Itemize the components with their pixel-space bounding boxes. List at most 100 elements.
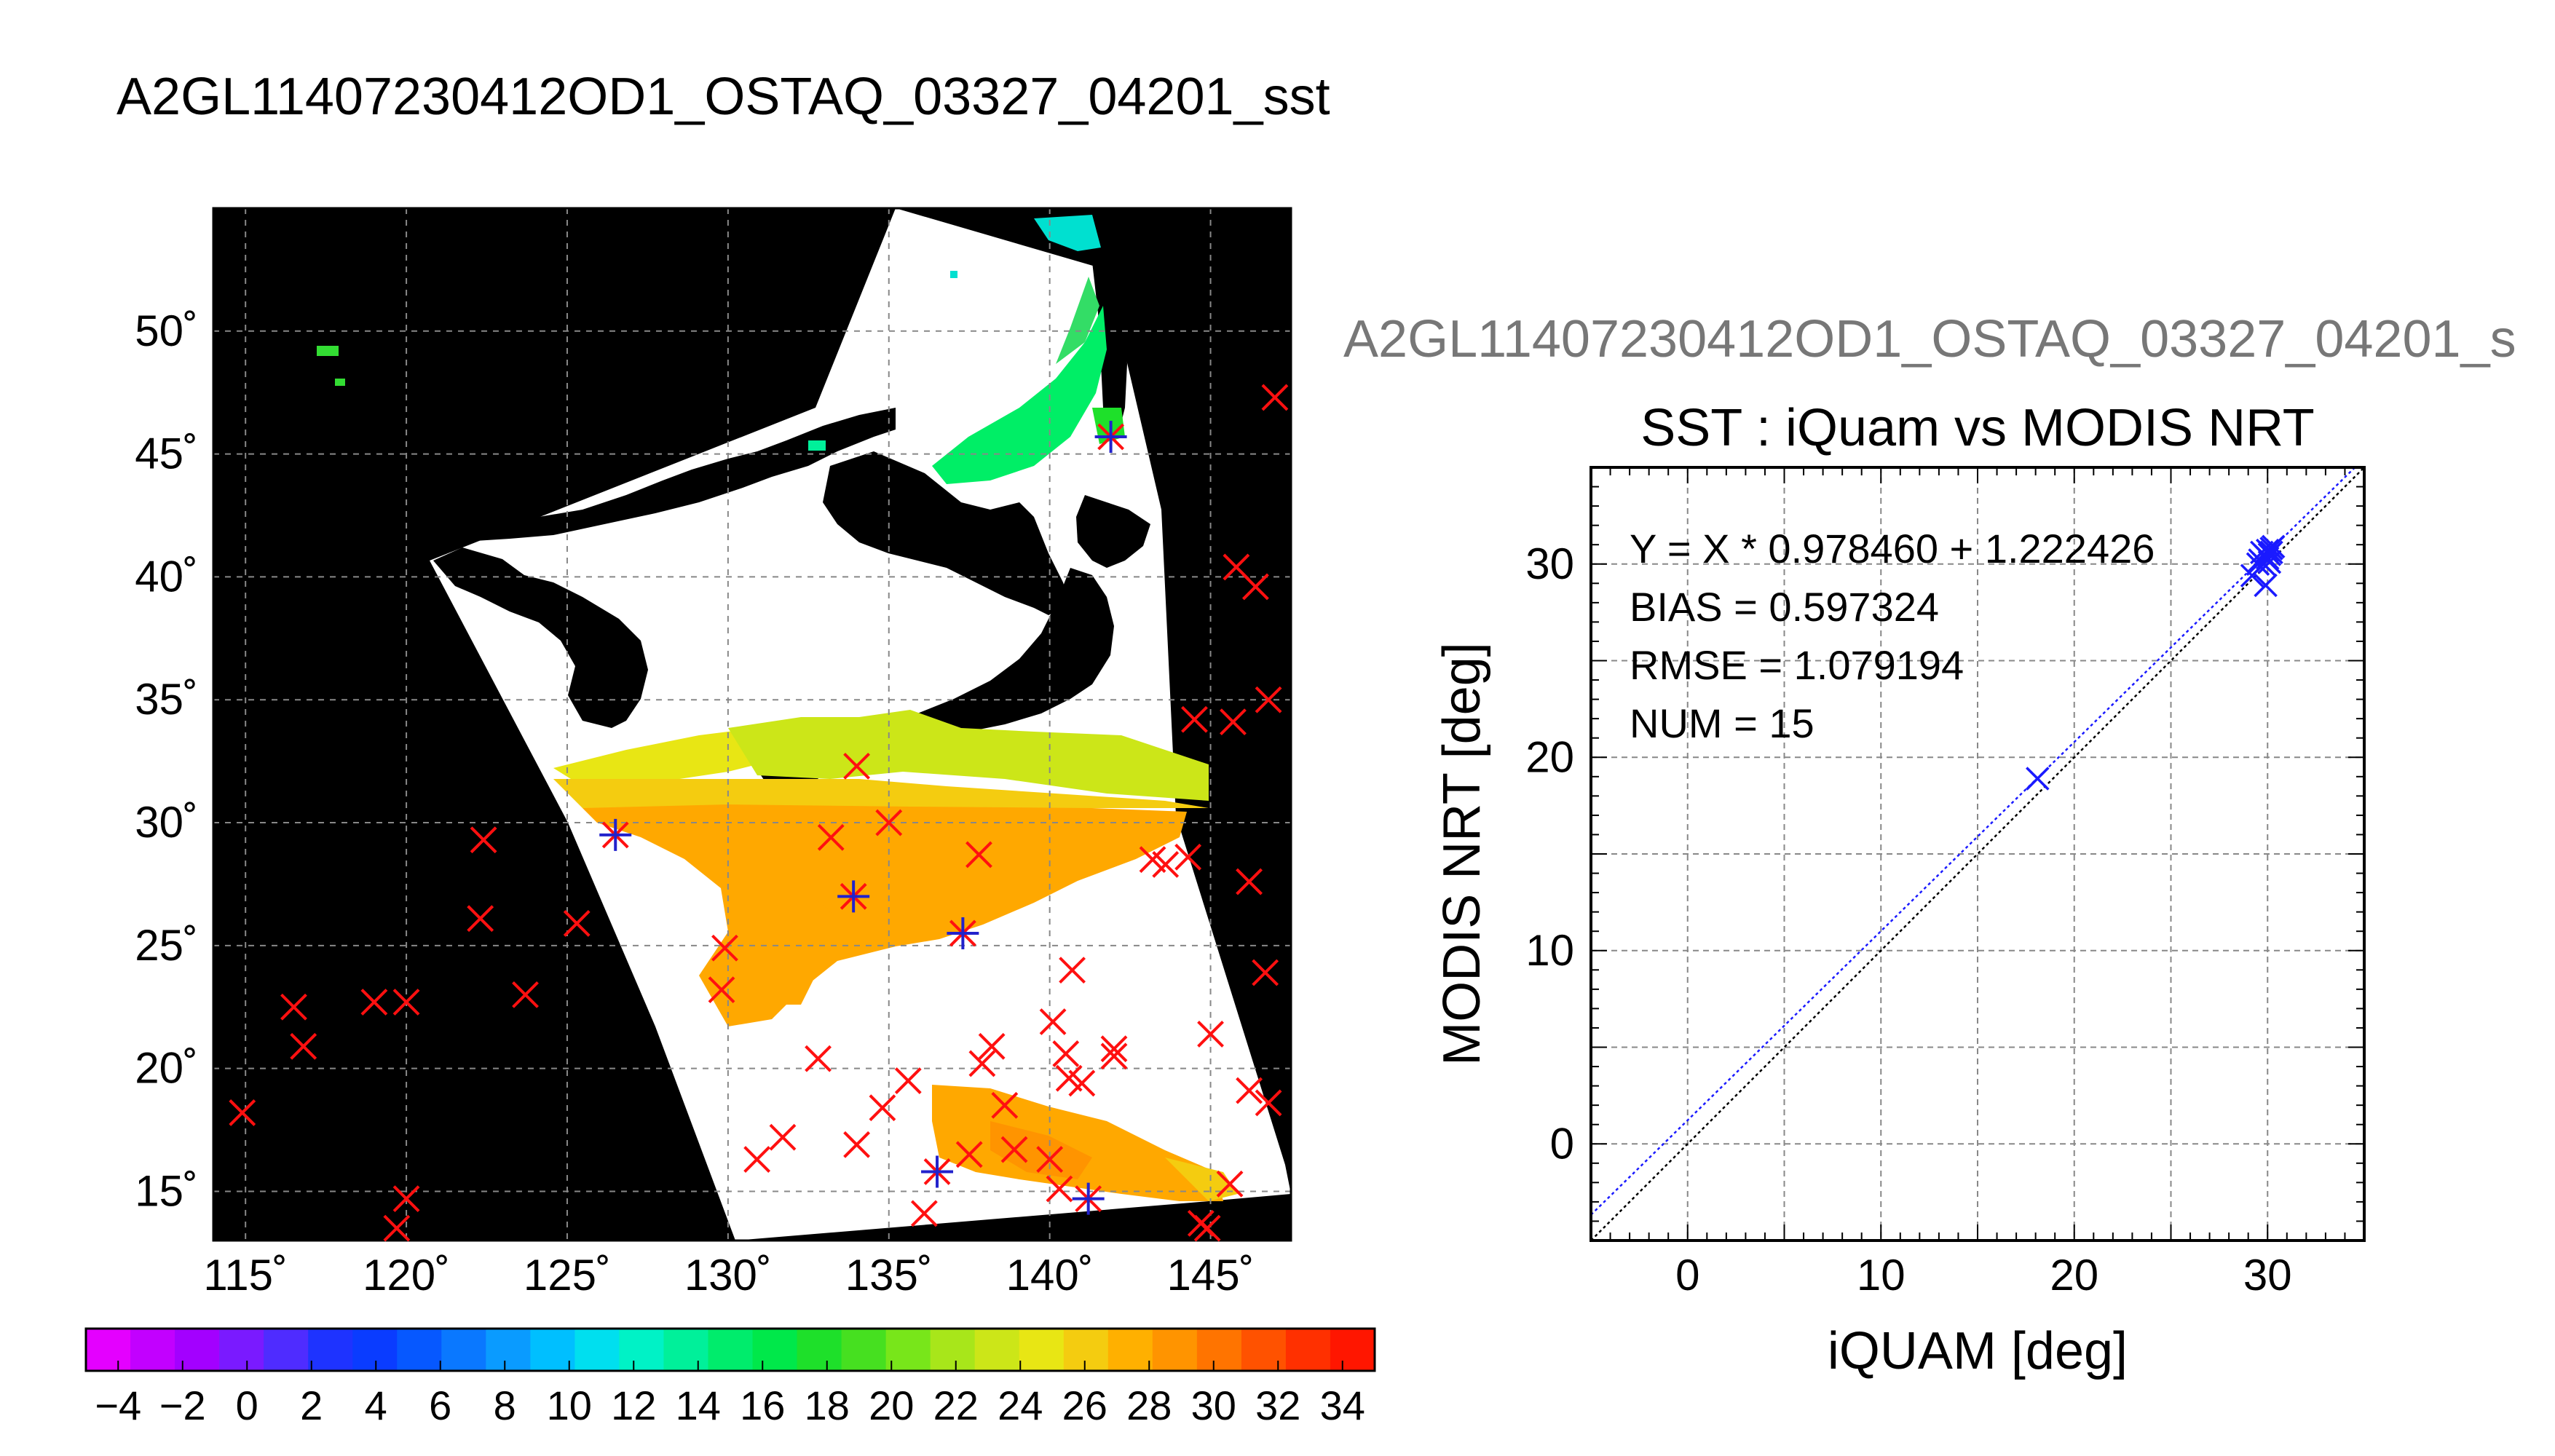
map-lat-tick-label: 40˚: [135, 552, 198, 601]
colorbar-cell: [175, 1329, 220, 1371]
matchup-marker: [921, 1155, 954, 1188]
matchup-marker: [599, 818, 632, 851]
map-frame: [212, 207, 1292, 1242]
colorbar-cell: [574, 1329, 620, 1371]
land-asia-mainland: [430, 408, 896, 561]
iquam-buoy-marker: [1100, 1035, 1128, 1063]
scatter-point: [2259, 540, 2283, 565]
map-lon-tick-label: 115˚: [203, 1251, 288, 1299]
map-lat-tick-label: 35˚: [135, 675, 198, 724]
iquam-buoy-marker: [708, 976, 735, 1004]
iquam-buoy-marker: [1068, 1069, 1096, 1097]
iquam-buoy-marker: [769, 1123, 797, 1151]
iquam-buoy-marker: [467, 905, 494, 933]
iquam-buoy-marker: [743, 1146, 771, 1173]
iquam-buoy-marker: [978, 1032, 1006, 1060]
iquam-buoy-marker: [1100, 1042, 1128, 1070]
iquam-buoy-marker: [360, 989, 388, 1016]
iquam-buoy-marker: [1255, 686, 1282, 713]
colorbar-tick-label: 0: [236, 1382, 258, 1428]
iquam-buoy-marker: [843, 1131, 870, 1158]
iquam-buoy-marker: [869, 1094, 896, 1122]
iquam-buoy-marker: [817, 823, 845, 851]
scatter-x-tick-label: 0: [1675, 1251, 1699, 1299]
colorbar-cell: [1241, 1329, 1287, 1371]
scatter-y-tick-label: 0: [1550, 1119, 1574, 1168]
fit-equation: Y = X * 0.978460 + 1.222426: [1630, 526, 2155, 571]
colorbar-cell: [130, 1329, 175, 1371]
x-axis-label: iQUAM [deg]: [1828, 1322, 2128, 1380]
map-lon-tick-label: 125˚: [524, 1251, 611, 1299]
land-hokkaido: [1076, 495, 1150, 568]
iquam-buoy-marker: [965, 841, 992, 869]
iquam-buoy-marker: [1236, 868, 1263, 895]
colorbar-tick-label: 22: [933, 1382, 979, 1428]
colorbar-frame: [84, 1327, 1376, 1372]
identity-line: [1591, 467, 2364, 1241]
scatter-title: SST : iQuam vs MODIS NRT: [1640, 399, 2315, 457]
colorbar-tick-label: 20: [869, 1382, 914, 1428]
colorbar-tick-label: 10: [547, 1382, 592, 1428]
iquam-buoy-marker: [1220, 708, 1247, 736]
colorbar-cell: [530, 1329, 575, 1371]
map-grid: [213, 208, 1291, 1241]
iquam-buoy-marker: [910, 1200, 938, 1227]
scatter-points: [2026, 534, 2286, 791]
map-lat-tick-label: 15˚: [135, 1166, 198, 1215]
colorbar-tick-label: 28: [1126, 1382, 1172, 1428]
map-lat-tick-label: 25˚: [135, 921, 198, 970]
num-stat: NUM = 15: [1630, 700, 1814, 746]
iquam-buoy-marker: [1046, 1175, 1073, 1203]
scatter-x-ticks: 0 10 20 30: [1675, 1251, 2292, 1299]
scatter-x-tick-label: 10: [1857, 1251, 1906, 1299]
iquam-buoy-marker: [290, 1032, 317, 1060]
iquam-buoy-marker: [229, 1099, 256, 1126]
iquam-buoy-marker: [843, 752, 870, 780]
scatter-point: [2246, 552, 2270, 576]
bias-stat: BIAS = 0.597324: [1630, 584, 1939, 630]
colorbar-cell: [619, 1329, 665, 1371]
iquam-buoy-marker: [805, 1045, 832, 1072]
map-lon-ticks: 115˚ 120˚ 125˚ 130˚ 135˚ 140˚ 145˚: [203, 1251, 1254, 1299]
matchup-marker: [1072, 1182, 1105, 1215]
sst-field: [317, 215, 1238, 1201]
sst-colorbar: −4 −2 0 2 4 6 8 10 12 14 16 18 20 22 24 26 28 30 32 34: [84, 1327, 1376, 1428]
iquam-buoy-marker: [563, 910, 591, 937]
map-lat-tick-label: 50˚: [135, 306, 198, 355]
colorbar-cell: [797, 1329, 842, 1371]
scatter-y-tick-label: 20: [1525, 732, 1574, 781]
colorbar-cell: [219, 1329, 264, 1371]
land-primorye: [823, 451, 1070, 615]
page-title: A2GL11407230412OD1_OSTAQ_03327_04201_sst: [117, 68, 1330, 126]
map-lat-tick-label: 30˚: [135, 798, 198, 847]
colorbar-tick-label: 16: [740, 1382, 785, 1428]
matchup-marker: [947, 917, 979, 949]
map-lon-tick-label: 140˚: [1006, 1251, 1094, 1299]
scatter-grid: [1591, 467, 2364, 1241]
iquam-buoy-marker: [955, 1141, 983, 1168]
map-lon-tick-label: 130˚: [684, 1251, 772, 1299]
map-lon-tick-label: 120˚: [363, 1251, 450, 1299]
iquam-buoy-marker: [1152, 851, 1180, 878]
colorbar-tick-label: 26: [1062, 1382, 1107, 1428]
colorbar-cell: [397, 1329, 442, 1371]
iquam-buoy-marker: [470, 826, 497, 854]
colorbar-cell: [1152, 1329, 1198, 1371]
colorbar-tick-label: −2: [159, 1382, 206, 1428]
colorbar-tick-label: 12: [611, 1382, 656, 1428]
colorbar-cell: [974, 1329, 1020, 1371]
colorbar-cell: [1285, 1329, 1331, 1371]
colorbar-tick-label: 14: [676, 1382, 721, 1428]
iquam-buoy-marker: [991, 1091, 1019, 1119]
colorbar-cell: [264, 1329, 309, 1371]
land-korea: [433, 547, 648, 728]
scatter-y-tick-label: 10: [1525, 926, 1574, 975]
scatter-y-tick-label: 30: [1525, 539, 1574, 588]
colorbar-cell: [352, 1329, 398, 1371]
iquam-buoy-marker: [1052, 1040, 1080, 1067]
iquam-buoy-marker: [1241, 573, 1269, 601]
iquam-buoy-marker: [1193, 1214, 1221, 1242]
colorbar-cell: [841, 1329, 887, 1371]
iquam-buoy-marker: [1197, 1020, 1224, 1048]
